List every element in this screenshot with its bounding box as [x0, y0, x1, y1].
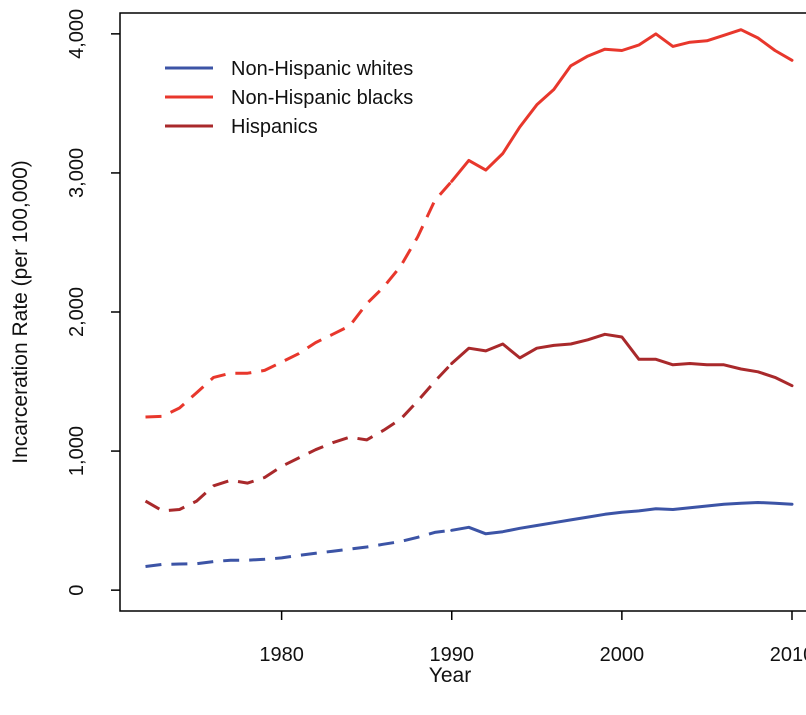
legend-label-hispanics: Hispanics [231, 116, 318, 138]
x-tick-label: 1980 [259, 644, 304, 666]
y-tick-label: 0 [66, 585, 88, 596]
legend-label-non-hispanic-whites: Non-Hispanic whites [231, 58, 413, 80]
series-line-hispanics-dashed [144, 362, 453, 513]
x-tick-label: 2010 [770, 644, 806, 666]
series-line-hispanics [450, 332, 794, 388]
x-tick-label: 1990 [429, 644, 474, 666]
legend-label-non-hispanic-blacks: Non-Hispanic blacks [231, 87, 413, 109]
y-tick-label: 4,000 [66, 9, 88, 59]
series-line-non-hispanic-blacks [450, 28, 794, 183]
y-axis-title: Incarceration Rate (per 100,000) [9, 160, 32, 464]
x-axis-title: Year [429, 664, 471, 687]
series-line-non-hispanic-whites [450, 501, 794, 536]
x-axis: 1980 1990 2000 2010 [259, 611, 806, 666]
y-tick-label: 1,000 [66, 426, 88, 476]
y-tick-label: 3,000 [66, 148, 88, 198]
series-layer [144, 28, 794, 568]
series-line-non-hispanic-blacks-dashed [145, 180, 453, 419]
y-axis: 0 1,000 2,000 3,000 4,000 [66, 9, 120, 596]
y-tick-label: 2,000 [66, 287, 88, 337]
plot-frame [119, 12, 806, 612]
series-line-non-hispanic-whites-dashed [145, 528, 452, 568]
x-tick-label: 2000 [600, 644, 645, 666]
legend: Non-Hispanic whites Non-Hispanic blacks Hi… [165, 58, 413, 138]
